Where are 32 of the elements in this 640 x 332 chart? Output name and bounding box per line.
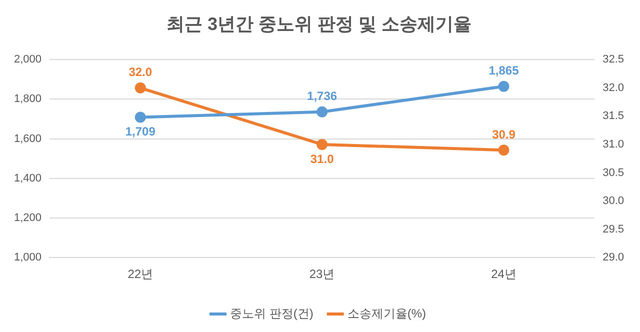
data-label: 1,736 [307,89,338,104]
y-tick-label: 1,200 [14,212,42,224]
data-label: 1,709 [125,124,156,139]
data-label: 31.0 [310,152,334,166]
y-tick-label: 1,600 [14,132,42,145]
data-label: 30.9 [492,127,516,142]
y2-tick-label: 30.0 [602,195,624,208]
y-tick-label: 1,000 [14,252,42,264]
y-tick-label: 2,000 [14,54,42,66]
data-label: 1,865 [488,64,520,78]
y2-tick-label: 31.0 [602,138,624,150]
y2-tick-label: 32.5 [602,54,624,66]
legend-label: 소송제기율(%) [347,306,426,320]
y-tick-label: 1,800 [14,93,42,106]
x-tick-label: 24년 [491,267,516,282]
y2-tick-label: 29.5 [602,223,624,236]
point [498,80,510,92]
y2-tick-label: 30.5 [602,166,624,179]
chart-title: 최근 3년간 중노위 판정 및 소송제기율 [166,14,472,34]
x-tick-label: 22년 [128,267,154,282]
point [316,106,328,118]
point [498,144,510,156]
y2-tick-label: 29.0 [602,252,624,264]
point [316,138,328,150]
legend-label: 중노위 판정(건) [230,306,314,320]
data-label: 32.0 [128,65,152,80]
point [134,112,146,123]
point [134,82,146,94]
y-tick-label: 1,400 [14,172,42,184]
x-tick-label: 23년 [309,267,335,282]
y2-tick-label: 32.0 [602,82,624,94]
y2-tick-label: 31.5 [602,110,624,122]
